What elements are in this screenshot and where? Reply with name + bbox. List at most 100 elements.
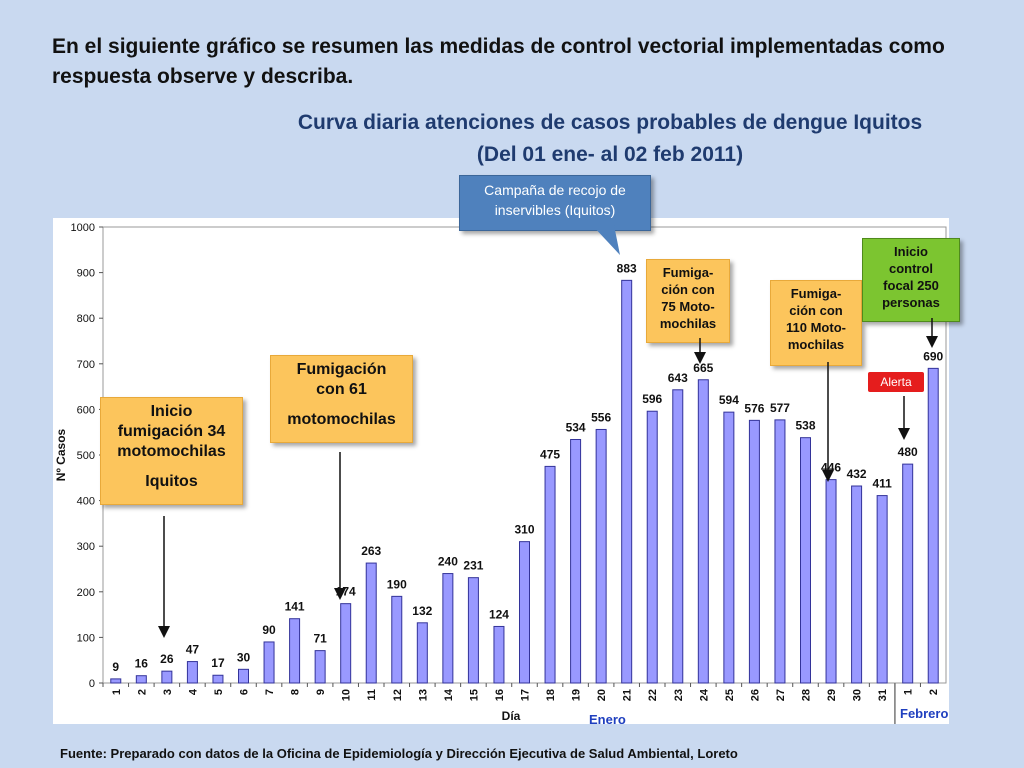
bar [851, 485, 863, 684]
x-tick-label: 31 [877, 689, 889, 701]
x-tick-label: 2 [928, 689, 940, 695]
y-tick-label: 900 [77, 268, 95, 280]
x-tick-label: 1 [111, 689, 123, 695]
bar [544, 465, 556, 684]
x-tick-label: 20 [596, 689, 608, 701]
month-label-enero: Enero [589, 712, 626, 727]
bar [748, 419, 760, 684]
bar-value-label: 90 [262, 623, 276, 637]
x-tick-label: 1 [903, 689, 915, 695]
bar-value-label: 594 [719, 393, 739, 407]
bar [646, 410, 658, 684]
y-tick-label: 700 [77, 359, 95, 371]
y-tick-label: 0 [89, 678, 95, 690]
bar-value-label: 480 [898, 445, 918, 459]
bar-value-label: 47 [186, 643, 200, 657]
bar [135, 675, 147, 684]
bar-value-label: 432 [847, 467, 867, 481]
callout-control: Inicio control focal 250 personas [862, 238, 960, 322]
bar [800, 437, 811, 684]
callout-fum61: Fumigación con 61 motomochilas [270, 355, 413, 443]
campana-pointer [592, 225, 620, 255]
x-tick-label: 10 [341, 689, 353, 701]
bar [902, 463, 914, 684]
bar [314, 650, 326, 684]
slide-heading: En el siguiente gráfico se resumen las m… [52, 35, 945, 88]
bar-chart: 0 100 200 300 400 500 600 700 800 900 1000 Nº Casos… [54, 222, 947, 724]
x-axis-label: Día [502, 709, 521, 723]
x-tick-label: 25 [724, 689, 736, 701]
bar-value-label: 71 [313, 632, 327, 646]
x-tick-label: 26 [749, 689, 761, 701]
y-tick-label: 200 [77, 587, 95, 599]
bar-value-label: 26 [160, 652, 174, 666]
x-tick-label: 11 [366, 689, 378, 701]
bar-value-label: 174 [336, 585, 356, 599]
x-tick-label: 18 [545, 689, 557, 701]
y-tick-label: 400 [77, 496, 95, 508]
source-note: Fuente: Preparado con datos de la Oficin… [60, 746, 738, 761]
bar-value-label: 124 [489, 607, 509, 621]
x-tick-label: 19 [571, 689, 583, 701]
x-tick-label: 17 [520, 689, 532, 701]
x-tick-label: 6 [239, 689, 251, 695]
y-tick-label: 600 [77, 404, 95, 416]
y-tick-label: 300 [77, 541, 95, 553]
bar-value-label: 446 [821, 461, 841, 475]
bar [672, 389, 684, 684]
bar [595, 428, 607, 684]
bar-value-label: 263 [361, 544, 381, 558]
x-tick-label: 23 [673, 689, 685, 701]
bar-value-label: 240 [438, 555, 458, 569]
bar [391, 595, 403, 684]
x-tick-label: 22 [647, 689, 659, 701]
bar [876, 495, 888, 684]
bar [442, 573, 454, 684]
x-tick-label: 4 [187, 688, 199, 695]
bar [825, 479, 837, 684]
x-tick-label: 8 [290, 689, 302, 695]
bar [365, 562, 377, 684]
y-tick-label: 100 [77, 632, 95, 644]
callout-fum34: Inicio fumigación 34 motomochilas Iquito… [100, 397, 243, 505]
bar [289, 618, 301, 684]
bar-value-label: 577 [770, 401, 790, 415]
y-tick-label: 800 [77, 313, 95, 325]
bar-value-label: 690 [923, 349, 943, 363]
bar [493, 625, 505, 684]
bar [186, 661, 198, 684]
x-tick-label: 28 [801, 689, 813, 701]
x-tick-label: 12 [392, 689, 404, 701]
bar-value-label: 475 [540, 447, 560, 461]
x-tick-label: 15 [468, 689, 480, 701]
bar-value-label: 141 [285, 600, 305, 614]
bar-value-label: 17 [211, 656, 225, 670]
x-tick-label: 29 [826, 689, 838, 701]
bar-value-label: 190 [387, 577, 407, 591]
bar [774, 419, 786, 684]
chart-title-line1: Curva diaria atenciones de casos probabl… [297, 111, 923, 134]
x-tick-label: 16 [494, 689, 506, 701]
bar [212, 674, 224, 684]
bar-value-label: 883 [617, 261, 637, 275]
bar [723, 411, 735, 684]
x-tick-label: 5 [213, 689, 225, 695]
bar-value-label: 576 [744, 401, 764, 415]
bar-value-label: 538 [795, 419, 815, 433]
bar-value-label: 643 [668, 371, 688, 385]
bar-value-label: 30 [237, 650, 251, 664]
x-tick-label: 30 [852, 689, 864, 701]
bar [519, 541, 530, 684]
bar-value-label: 132 [412, 604, 432, 618]
bar [467, 577, 479, 684]
bar [621, 279, 633, 684]
x-tick-label: 13 [417, 689, 429, 701]
bar-value-label: 411 [872, 477, 892, 491]
x-tick-label: 3 [162, 689, 174, 695]
bar-value-label: 9 [112, 660, 119, 674]
x-tick-label: 2 [136, 689, 148, 695]
bar [238, 668, 249, 684]
callout-fum75: Fumiga- ción con 75 Moto- mochilas [646, 259, 730, 343]
bar [697, 379, 709, 684]
month-label-febrero: Febrero [900, 706, 949, 721]
